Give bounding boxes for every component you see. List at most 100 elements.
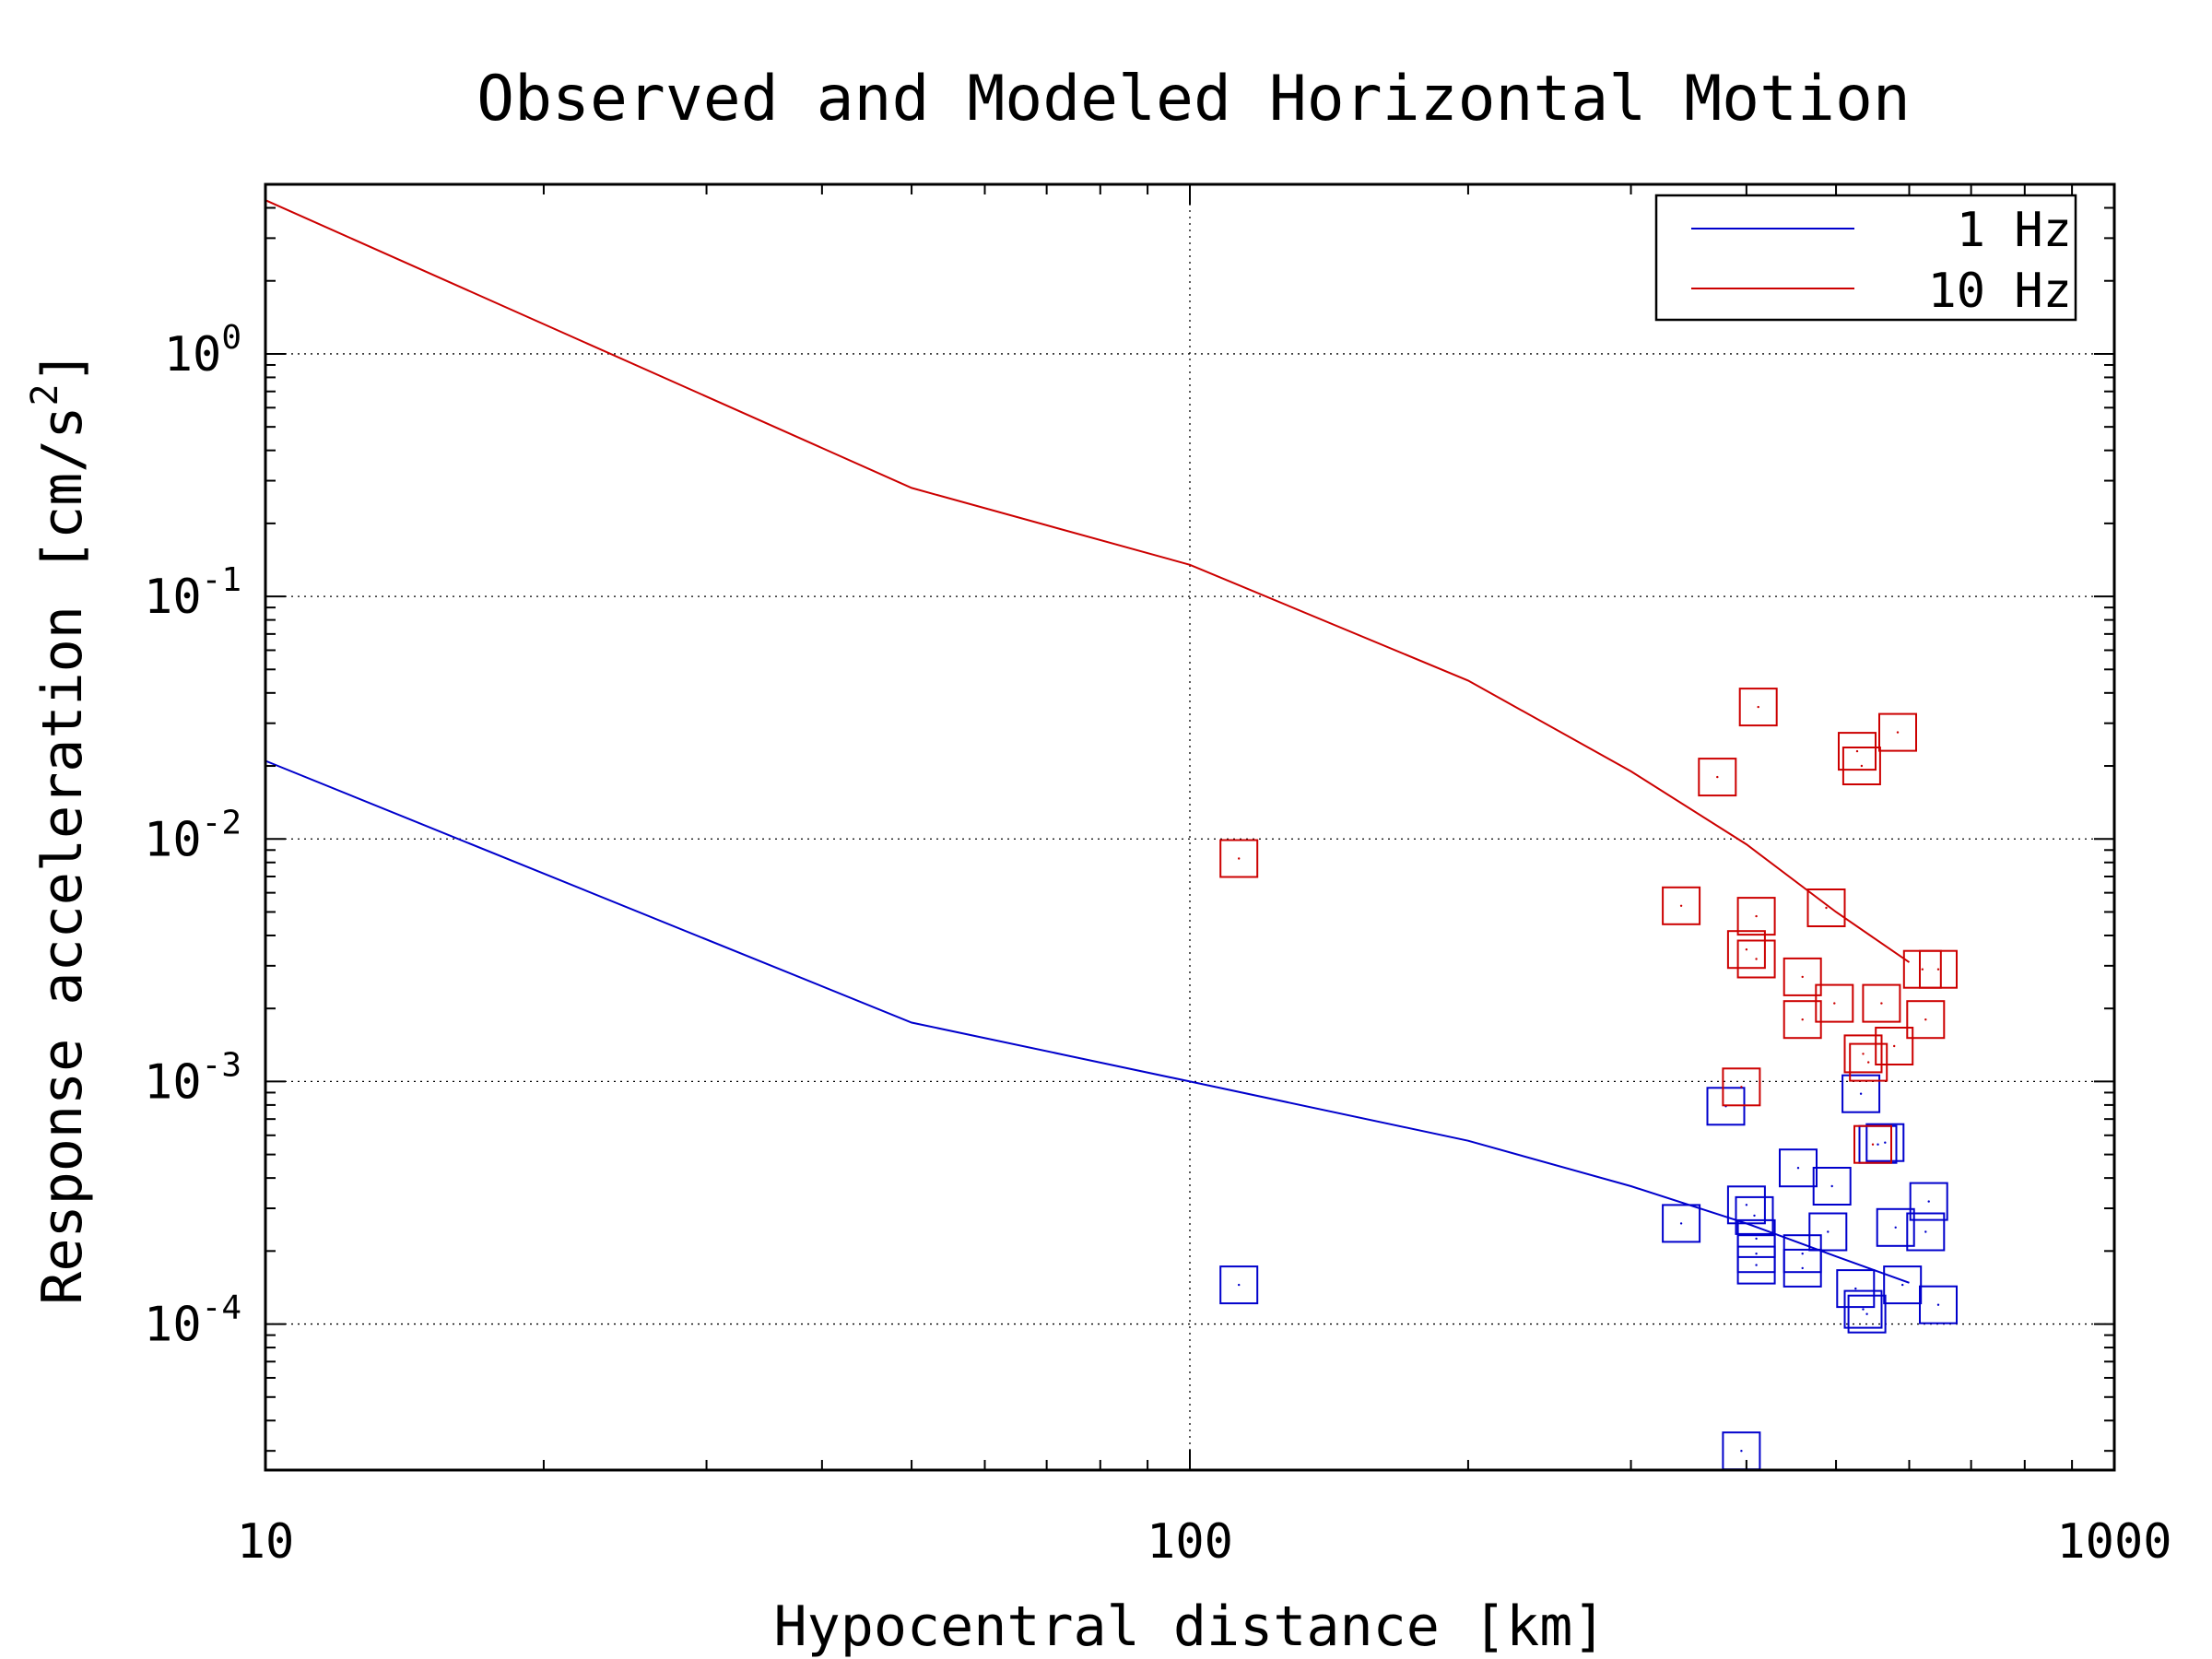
model-line-10hz [265, 199, 1911, 963]
observed-point-center-10hz [1740, 1086, 1743, 1088]
y-axis-label-sup: 2 [24, 383, 66, 406]
observed-point-center-10hz [1755, 958, 1758, 960]
observed-point-center-10hz [1871, 1143, 1875, 1146]
observed-point-center-1hz [1753, 1214, 1756, 1218]
observed-point-10hz [1862, 983, 1901, 1023]
observed-point-1hz [1726, 1185, 1766, 1225]
observed-point-center-10hz [1679, 904, 1683, 907]
x-tick-label: 1000 [2056, 1514, 2171, 1570]
y-tick-labels: 100 10-1 10-2 10-3 10-4 [144, 319, 241, 1353]
observed-point-1hz [1783, 1248, 1822, 1288]
observed-point-center-10hz [1716, 775, 1719, 779]
observed-point-10hz [1783, 1000, 1822, 1040]
observed-point-center-1hz [1755, 1237, 1758, 1241]
observed-point-10hz [1736, 939, 1776, 979]
legend-label-1hz: 1 Hz [1957, 203, 2072, 258]
observed-point-center-10hz [1801, 975, 1804, 979]
observed-point-center-1hz [1679, 1222, 1683, 1225]
observed-point-center-10hz [1924, 1018, 1927, 1021]
observed-point-10hz [1815, 983, 1854, 1023]
observed-point-1hz [1865, 1123, 1905, 1162]
observed-point-10hz [1853, 1124, 1892, 1164]
observed-point-10hz [1783, 957, 1822, 996]
observed-point-1hz [1808, 1212, 1848, 1252]
legend-label-10hz: 10 Hz [1927, 264, 2072, 319]
x-tick-label: 10 [237, 1514, 295, 1570]
observed-point-center-1hz [1884, 1141, 1887, 1144]
observed-point-center-1hz [1755, 1264, 1758, 1266]
observed-point-1hz [1735, 1195, 1774, 1235]
legend-box [1654, 194, 2077, 322]
observed-point-10hz [1849, 1042, 1888, 1082]
observed-point-center-10hz [1860, 764, 1864, 768]
observed-point-10hz [1841, 747, 1881, 785]
y-tick-label: 10-3 [144, 1046, 241, 1110]
observed-point-1hz [1841, 1074, 1881, 1113]
observed-point-center-1hz [1859, 1092, 1863, 1095]
observed-point-center-10hz [1757, 705, 1759, 709]
observed-point-center-1hz [1827, 1230, 1830, 1233]
observed-point-10hz [1736, 897, 1776, 936]
y-tick-label: 10-2 [144, 804, 241, 867]
observed-point-1hz [1906, 1212, 1946, 1252]
observed-point-center-1hz [1894, 1226, 1897, 1230]
observed-point-1hz [1876, 1207, 1915, 1247]
observed-point-1hz [1909, 1182, 1948, 1221]
observed-point-center-1hz [1862, 1308, 1865, 1311]
observed-point-1hz [1883, 1265, 1923, 1305]
observed-point-center-10hz [1921, 968, 1924, 971]
x-tick-labels: 10 100 1000 [237, 1514, 2172, 1570]
observed-point-10hz [1919, 949, 1958, 989]
legend: 1 Hz 10 Hz [1654, 194, 2077, 322]
observed-point-10hz [1219, 839, 1259, 878]
observed-point-10hz [1906, 1000, 1946, 1040]
observed-point-center-1hz [1901, 1283, 1904, 1287]
observed-point-center-10hz [1833, 1002, 1836, 1005]
observed-point-center-10hz [1745, 948, 1748, 951]
observed-point-center-10hz [1936, 968, 1940, 971]
observed-point-1hz [1736, 1245, 1776, 1285]
observed-point-center-10hz [1893, 1044, 1896, 1048]
observed-point-center-1hz [1927, 1200, 1930, 1203]
observed-point-center-10hz [1862, 1053, 1865, 1055]
observed-point-center-10hz [1238, 857, 1241, 860]
observed-point-1hz [1812, 1167, 1852, 1206]
y-axis-label-main: Response acceleration [cm/s [30, 406, 95, 1304]
observed-point-center-1hz [1865, 1312, 1868, 1315]
observed-point-center-1hz [1854, 1287, 1857, 1290]
observed-point-center-1hz [1796, 1167, 1800, 1170]
observed-point-center-10hz [1825, 906, 1828, 910]
x-tick-label: 100 [1147, 1514, 1233, 1570]
y-tick-label: 10-1 [144, 561, 241, 625]
observed-point-center-1hz [1745, 1204, 1748, 1206]
observed-point-center-1hz [1238, 1283, 1241, 1287]
observed-point-center-10hz [1855, 749, 1859, 753]
observed-point-1hz [1662, 1204, 1701, 1243]
observed-point-10hz [1838, 732, 1877, 771]
observed-point-10hz [1843, 1034, 1883, 1074]
observed-point-10hz [1806, 888, 1846, 927]
observed-point-center-1hz [1801, 1266, 1804, 1270]
y-tick-label: 100 [164, 319, 241, 382]
observed-point-center-1hz [1830, 1184, 1833, 1188]
observed-point-center-1hz [1936, 1303, 1940, 1306]
observed-point-center-10hz [1867, 1061, 1870, 1064]
chart-title: Observed and Modeled Horizontal Motion [477, 63, 1911, 135]
observed-point-10hz [1738, 688, 1778, 727]
series-layer [265, 199, 1958, 1471]
observed-point-center-1hz [1801, 1253, 1804, 1255]
y-axis-label: Response acceleration [cm/s2] [24, 350, 95, 1305]
observed-point-center-1hz [1755, 1253, 1758, 1255]
observed-point-1hz [1219, 1265, 1259, 1305]
observed-point-1hz [1919, 1285, 1958, 1324]
observed-point-1hz [1847, 1294, 1887, 1334]
observed-point-10hz [1726, 930, 1766, 970]
observed-point-10hz [1875, 1027, 1914, 1065]
observed-point-center-1hz [1740, 1450, 1743, 1453]
observed-point-1hz [1836, 1269, 1876, 1309]
observed-point-center-10hz [1896, 731, 1900, 734]
y-tick-label: 10-4 [144, 1289, 241, 1353]
x-axis-label: Hypocentral distance [km] [773, 1594, 1606, 1659]
observed-point-center-1hz [1924, 1230, 1927, 1233]
